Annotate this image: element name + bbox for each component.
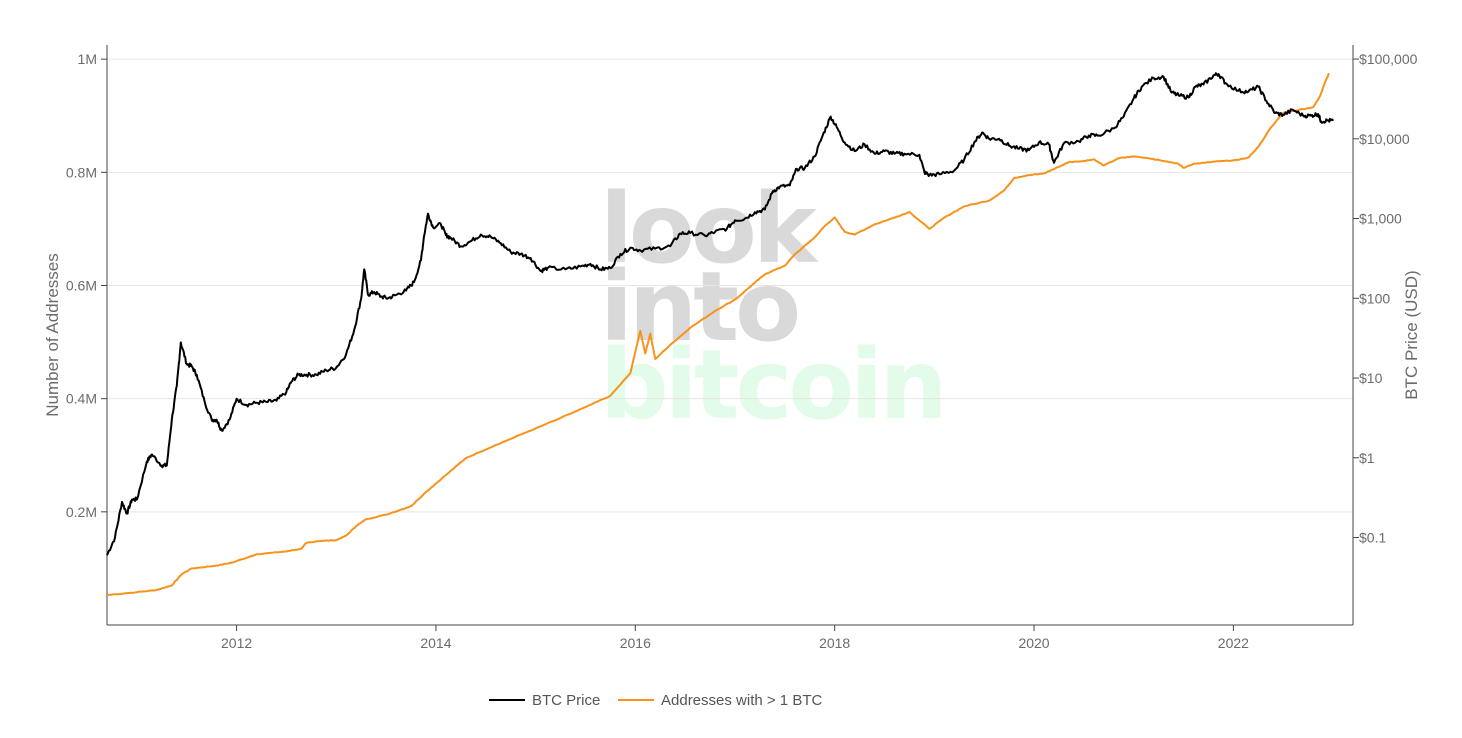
legend-item-btc-price[interactable]: BTC Price	[489, 692, 600, 709]
x-tick-label: 2014	[420, 635, 451, 651]
left-y-axis-ticks: 0.2M 0.4M 0.6M 0.8M 1M	[66, 51, 107, 520]
legend-item-addresses[interactable]: Addresses with > 1 BTC	[618, 692, 822, 709]
x-tick-label: 2022	[1218, 635, 1249, 651]
x-tick-label: 2016	[620, 635, 651, 651]
legend: BTC Price Addresses with > 1 BTC	[489, 692, 822, 709]
right-y-tick-label: $1	[1359, 450, 1375, 466]
legend-label-addresses: Addresses with > 1 BTC	[661, 692, 822, 709]
watermark: look into bitcoin	[600, 173, 948, 441]
x-tick-label: 2012	[221, 635, 252, 651]
right-y-axis-title: BTC Price (USD)	[1402, 270, 1421, 399]
x-tick-label: 2020	[1018, 635, 1049, 651]
right-y-tick-label: $10	[1359, 370, 1383, 386]
left-y-tick-label: 1M	[78, 51, 97, 67]
x-tick-label: 2018	[819, 635, 850, 651]
series-line-btc-price	[106, 72, 1334, 556]
x-axis-ticks: 2012 2014 2016 2018 2020 2022	[221, 625, 1249, 651]
watermark-line3: bitcoin	[600, 329, 944, 441]
right-y-tick-label: $10,000	[1359, 131, 1410, 147]
left-y-tick-label: 0.8M	[66, 164, 97, 180]
left-y-axis-title: Number of Addresses	[43, 253, 62, 416]
left-y-tick-label: 0.2M	[66, 504, 97, 520]
watermark-line1: look	[600, 173, 819, 285]
right-y-tick-label: $100,000	[1359, 51, 1418, 67]
series-group	[106, 72, 1334, 596]
watermark-line2: into	[600, 251, 797, 363]
series-line-addresses	[106, 72, 1330, 596]
right-y-axis-ticks: $0.1 $1 $10 $100 $1,000 $10,000 $100,000	[1353, 51, 1418, 546]
axes	[106, 45, 1354, 626]
left-y-tick-label: 0.6M	[66, 277, 97, 293]
legend-label-btc-price: BTC Price	[532, 692, 600, 709]
right-y-tick-label: $0.1	[1359, 530, 1386, 546]
right-y-tick-label: $1,000	[1359, 211, 1402, 227]
gridlines	[107, 58, 1353, 513]
left-y-tick-label: 0.4M	[66, 391, 97, 407]
right-y-tick-label: $100	[1359, 290, 1390, 306]
